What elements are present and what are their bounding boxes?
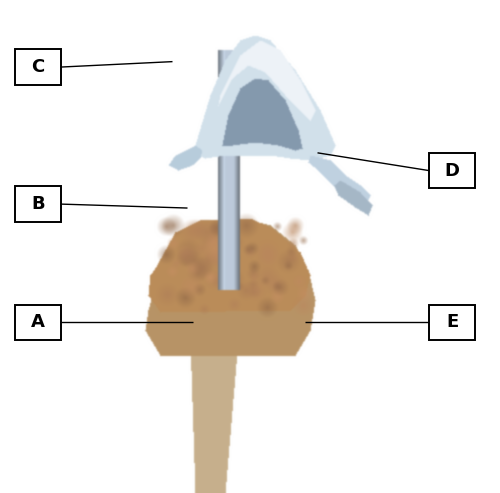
Text: D: D [444,162,460,179]
FancyBboxPatch shape [15,186,61,222]
FancyBboxPatch shape [429,305,475,340]
FancyBboxPatch shape [429,153,475,188]
Text: E: E [446,314,458,331]
FancyBboxPatch shape [15,305,61,340]
FancyBboxPatch shape [15,49,61,85]
Text: B: B [31,195,45,213]
Text: A: A [31,314,45,331]
Text: C: C [32,58,44,76]
